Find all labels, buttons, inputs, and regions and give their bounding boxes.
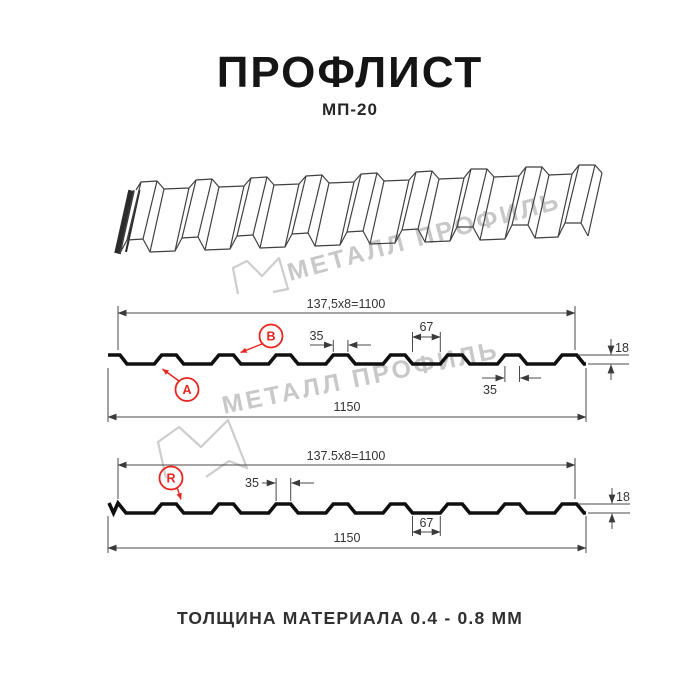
back-profile-edge (135, 164, 603, 191)
profile-3d-view (114, 164, 603, 255)
height-label-r: 18 (616, 490, 630, 504)
marker-b-leader (240, 343, 263, 354)
working-width-label-r: 137.5x8=1100 (307, 449, 386, 463)
rib-length-lines (119, 164, 603, 254)
marker-r-leader (176, 486, 182, 500)
marker-r-circle (158, 465, 184, 491)
profile-outline-r (107, 499, 586, 518)
page-title: ПРОФЛИСТ (216, 48, 484, 97)
marker-a-letter: A (182, 383, 191, 397)
watermark-top: МЕТАЛЛ ПРОФИЛЬ (231, 187, 564, 295)
material-thickness-note: ТОЛЩИНА МАТЕРИАЛА 0.4 - 0.8 ММ (176, 608, 524, 628)
front-profile-edge (119, 222, 589, 254)
marker-a-leader (162, 368, 180, 382)
sheet-cut-edge (114, 189, 135, 255)
cross-section-r: 137.5x8=1100 35 18 67 1150 (107, 449, 630, 553)
profile-outline-ab (108, 353, 586, 366)
marker-b-circle (258, 323, 284, 349)
rib-top-width-label-ab: 35 (310, 329, 324, 343)
page-subtitle: МП-20 (322, 100, 378, 119)
height-label-ab: 18 (615, 341, 629, 355)
valley-width-label-ab: 67 (419, 320, 433, 334)
valley-width-label-r: 67 (419, 516, 433, 530)
sheet-cut-edge-line (125, 189, 141, 253)
rib-top-width-label-r: 35 (245, 476, 259, 490)
watermark-text: МЕТАЛЛ ПРОФИЛЬ (220, 336, 502, 420)
marker-r-letter: R (166, 472, 175, 486)
marker-a-circle (174, 377, 200, 402)
marker-b-letter: B (266, 330, 275, 344)
cross-section-ab: 137,5x8=1100 35 67 35 18 (107, 297, 629, 422)
total-width-label-r: 1150 (334, 531, 361, 545)
working-width-label-ab: 137,5x8=1100 (307, 297, 386, 311)
brand-logo-outline (156, 418, 249, 479)
rib-top-width-label-2-ab: 35 (483, 383, 497, 397)
total-width-label-ab: 1150 (334, 400, 361, 414)
brand-logo-outline (231, 256, 290, 295)
